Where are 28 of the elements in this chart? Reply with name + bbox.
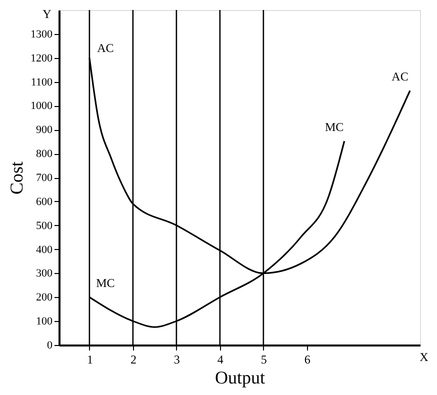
x-tick-label: 6	[304, 352, 310, 366]
y-tick-label: 1000	[30, 100, 53, 112]
y-tick-label: 900	[36, 124, 53, 136]
y-tick-label: 700	[36, 172, 53, 184]
y-tick-label: 1300	[30, 28, 53, 40]
y-tick-label: 300	[36, 268, 53, 280]
x-tick-label: 3	[174, 352, 180, 366]
text: Y	[42, 7, 52, 21]
y-tick-label: 0	[47, 340, 53, 352]
y-tick-label: 100	[36, 316, 53, 328]
text: AC	[97, 40, 114, 55]
x-axis-title: Output	[214, 368, 266, 388]
series-label: AC	[392, 70, 408, 84]
y-tick-label: 1100	[30, 76, 53, 88]
y-tick-label: 400	[36, 244, 53, 256]
x-tick-label: 5	[260, 352, 267, 366]
y-tick-label: 500	[36, 220, 53, 232]
text: MC	[96, 276, 115, 290]
y-axis-title: Cost	[6, 161, 26, 195]
text: X	[420, 350, 429, 364]
x-tick-label: 4	[217, 352, 224, 366]
x-tick-label: 2	[130, 352, 136, 366]
y-tick-label: 200	[36, 292, 53, 304]
x-tick-label: 1	[86, 352, 93, 366]
series-label: MC	[324, 120, 344, 134]
y-tick-label: 600	[36, 196, 53, 208]
y-tick-label: 1200	[30, 52, 53, 64]
y-tick-label: 800	[36, 148, 53, 160]
